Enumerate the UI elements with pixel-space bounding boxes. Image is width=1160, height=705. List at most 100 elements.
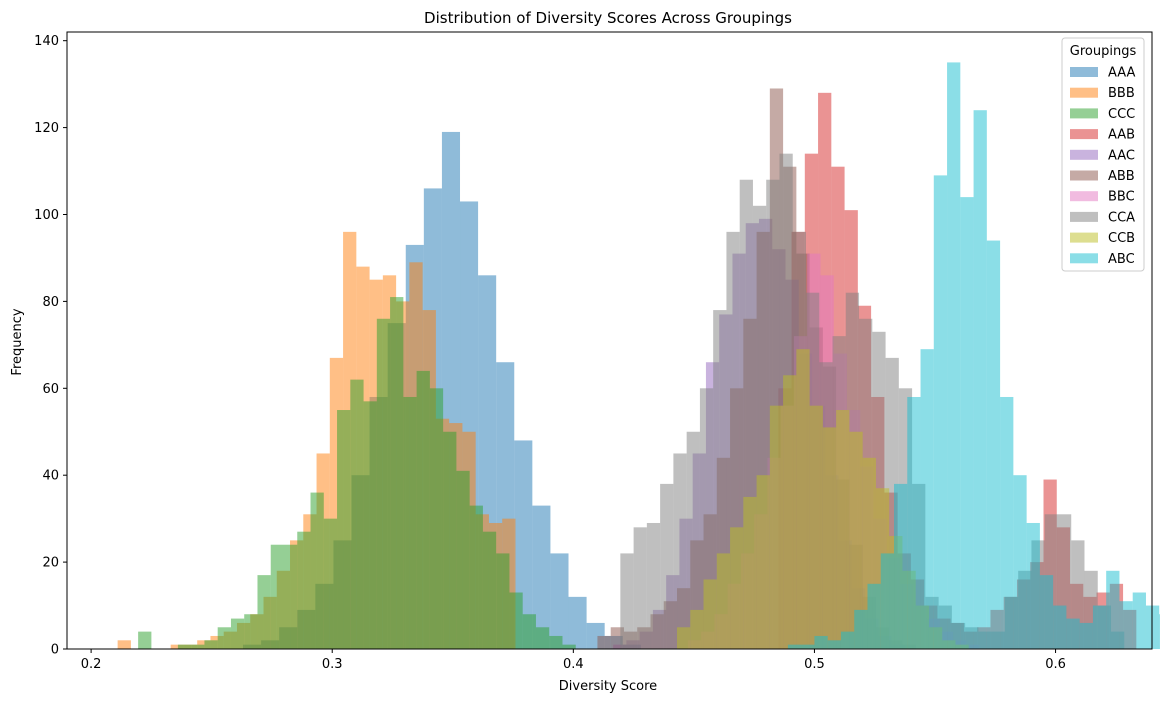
chart-title: Distribution of Diversity Scores Across … xyxy=(424,9,792,27)
bar-ccb-7 xyxy=(769,405,784,649)
legend-swatch-bbb xyxy=(1070,87,1098,98)
bar-abc-7 xyxy=(880,553,895,649)
bar-ccc-3 xyxy=(177,644,192,649)
bar-cca-3 xyxy=(660,483,674,649)
legend-swatch-aaa xyxy=(1070,67,1098,77)
bar-ccb-0 xyxy=(677,627,691,649)
x-tick-label: 0.6 xyxy=(1045,657,1066,672)
legend-label-bbb: BBB xyxy=(1108,86,1135,101)
bar-abc-13 xyxy=(960,197,974,650)
bar-ccc-21 xyxy=(416,370,430,649)
bar-ccc-0 xyxy=(138,631,152,649)
y-tick-label: 140 xyxy=(34,34,59,49)
legend-title: Groupings xyxy=(1070,44,1137,59)
y-tick-label: 0 xyxy=(51,643,59,658)
y-axis: 0 20 40 60 80 100 120 140 xyxy=(34,34,67,658)
bar-cca-2 xyxy=(646,522,661,649)
legend-swatch-cca xyxy=(1070,211,1098,222)
x-tick-label: 0.4 xyxy=(563,657,584,672)
legend-label-ccc: CCC xyxy=(1108,107,1135,122)
bar-bbb-0 xyxy=(117,640,131,649)
bar-cca-4 xyxy=(673,453,687,649)
bar-aaa-16 xyxy=(532,505,551,649)
bar-abc-11 xyxy=(933,175,948,649)
bar-ccc-26 xyxy=(482,531,497,649)
bar-abc-0 xyxy=(787,644,802,649)
bar-ccc-17 xyxy=(363,401,377,649)
bar-abc-19 xyxy=(1039,575,1054,649)
y-tick-label: 20 xyxy=(42,556,59,571)
bar-abc-2 xyxy=(814,635,828,649)
x-tick-label: 0.5 xyxy=(804,657,825,672)
bar-abc-12 xyxy=(947,62,961,650)
bar-ccb-2 xyxy=(703,579,717,649)
bar-abc-6 xyxy=(867,583,881,649)
bar-abc-22 xyxy=(1079,622,1093,649)
legend-swatch-aab xyxy=(1070,129,1098,140)
bar-ccc-25 xyxy=(469,505,483,649)
legend-swatch-bbc xyxy=(1070,191,1098,202)
legend-label-cca: CCA xyxy=(1108,210,1135,225)
bar-ccb-6 xyxy=(756,475,770,649)
bar-ccc-16 xyxy=(350,379,364,649)
legend-swatch-abc xyxy=(1070,253,1098,264)
bar-ccb-1 xyxy=(690,609,704,649)
bar-abc-26 xyxy=(1132,592,1146,649)
bar-abc-24 xyxy=(1106,570,1120,649)
bar-abc-10 xyxy=(920,349,934,649)
legend-label-ccb: CCB xyxy=(1108,231,1135,246)
legend-label-aac: AAC xyxy=(1108,148,1135,163)
y-tick-label: 100 xyxy=(34,208,59,223)
legend-label-aaa: AAA xyxy=(1108,66,1136,81)
bar-ccb-12 xyxy=(836,410,850,649)
legend-swatch-abb xyxy=(1070,170,1098,181)
legend-label-abc: ABC xyxy=(1108,252,1135,267)
legend-label-aab: AAB xyxy=(1108,128,1135,143)
x-axis: 0.2 0.3 0.4 0.5 0.6 xyxy=(81,649,1066,672)
bar-ccc-22 xyxy=(429,388,444,649)
bar-ccc-7 xyxy=(230,618,245,649)
bar-abc-17 xyxy=(1013,475,1027,649)
bar-abc-5 xyxy=(854,609,868,649)
bar-ccc-32 xyxy=(562,644,576,649)
bar-abc-9 xyxy=(907,396,921,649)
bar-aaa-18 xyxy=(568,596,587,649)
bar-ccb-10 xyxy=(809,405,823,649)
bar-ccc-23 xyxy=(443,431,457,649)
bar-abc-20 xyxy=(1053,605,1067,649)
bar-abc-23 xyxy=(1092,605,1107,649)
bar-abc-3 xyxy=(827,640,841,649)
legend-swatch-ccb xyxy=(1070,232,1098,243)
bar-ccb-9 xyxy=(796,349,810,649)
bar-abc-8 xyxy=(894,483,908,649)
x-tick-label: 0.3 xyxy=(322,657,343,672)
bar-ccc-24 xyxy=(456,470,470,649)
bar-cca-1 xyxy=(633,527,647,649)
bar-ccc-8 xyxy=(244,614,258,649)
bar-abc-27 xyxy=(1145,605,1160,649)
series-ccc xyxy=(138,297,576,649)
bar-cca-5 xyxy=(686,431,700,649)
y-tick-label: 40 xyxy=(42,469,59,484)
bar-ccc-18 xyxy=(376,318,391,649)
bar-abc-16 xyxy=(1000,396,1014,649)
bar-ccb-13 xyxy=(849,431,863,649)
y-tick-label: 60 xyxy=(42,382,59,397)
bar-ccc-19 xyxy=(390,297,404,649)
x-axis-label: Diversity Score xyxy=(559,679,657,694)
bar-ccc-31 xyxy=(549,635,563,649)
y-axis-label: Frequency xyxy=(10,308,25,375)
bar-ccc-12 xyxy=(297,531,311,649)
x-tick-label: 0.2 xyxy=(81,657,102,672)
bar-abc-21 xyxy=(1066,618,1080,649)
bar-ccc-20 xyxy=(403,396,417,649)
bar-ccc-29 xyxy=(522,614,536,649)
bar-cca-0 xyxy=(620,553,634,649)
bar-ccc-5 xyxy=(204,640,218,649)
bar-abc-1 xyxy=(801,644,815,649)
bar-ccc-14 xyxy=(323,518,338,649)
bar-abb-0 xyxy=(597,635,611,649)
bar-ccc-6 xyxy=(217,627,231,649)
bars-layer xyxy=(117,62,1160,650)
bar-ccc-10 xyxy=(270,544,284,649)
